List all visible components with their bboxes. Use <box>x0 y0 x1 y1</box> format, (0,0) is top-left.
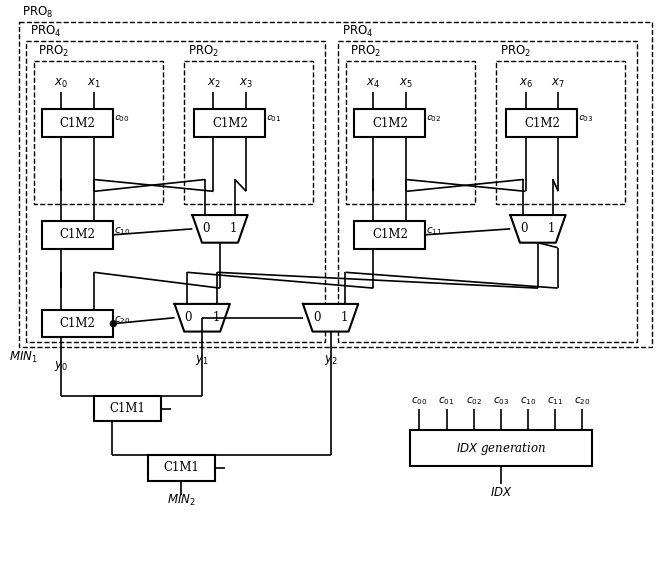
Text: 0: 0 <box>203 223 210 236</box>
Bar <box>185 61 313 204</box>
Text: $c_{11}$: $c_{11}$ <box>547 395 563 407</box>
Text: C1M2: C1M2 <box>60 228 96 241</box>
Text: $x_0$: $x_0$ <box>54 76 68 90</box>
Text: $\mathrm{PRO}_4$: $\mathrm{PRO}_4$ <box>30 24 62 40</box>
Text: 0: 0 <box>313 311 320 324</box>
Text: C1M1: C1M1 <box>109 402 145 415</box>
Text: $\mathrm{PRO}_2$: $\mathrm{PRO}_2$ <box>189 44 219 59</box>
Text: $y_0$: $y_0$ <box>54 359 68 373</box>
Bar <box>194 110 266 137</box>
Bar <box>506 110 577 137</box>
Text: $IDX$: $IDX$ <box>490 485 512 498</box>
Text: 1: 1 <box>230 223 237 236</box>
Text: $x_5$: $x_5$ <box>399 76 413 90</box>
Text: 0: 0 <box>185 311 192 324</box>
Text: C1M2: C1M2 <box>524 117 560 130</box>
Bar <box>42 310 113 337</box>
Polygon shape <box>510 215 565 243</box>
Text: $x_2$: $x_2$ <box>207 76 220 90</box>
Text: $x_4$: $x_4$ <box>367 76 381 90</box>
Text: 1: 1 <box>341 311 348 324</box>
Text: $c_{20}$: $c_{20}$ <box>114 314 130 325</box>
Text: $c_{02}$: $c_{02}$ <box>466 395 482 407</box>
Text: C1M1: C1M1 <box>163 462 199 475</box>
Bar <box>496 61 625 204</box>
Text: $\mathrm{PRO}_2$: $\mathrm{PRO}_2$ <box>500 44 531 59</box>
Text: 1: 1 <box>548 223 555 236</box>
Text: $MIN_1$: $MIN_1$ <box>9 350 38 365</box>
Text: $\mathcal{c}_{01}$: $\mathcal{c}_{01}$ <box>266 114 282 124</box>
Text: $\mathcal{c}_{00}$: $\mathcal{c}_{00}$ <box>114 114 130 124</box>
Bar <box>347 61 475 204</box>
Text: $c_{03}$: $c_{03}$ <box>492 395 509 407</box>
Text: $\mathrm{PRO}_2$: $\mathrm{PRO}_2$ <box>351 44 381 59</box>
Text: $\mathrm{PRO}_2$: $\mathrm{PRO}_2$ <box>38 44 70 59</box>
Text: $\mathcal{c}_{03}$: $\mathcal{c}_{03}$ <box>579 114 594 124</box>
Text: $\mathcal{c}_{02}$: $\mathcal{c}_{02}$ <box>426 114 442 124</box>
Text: $c_{10}$: $c_{10}$ <box>520 395 537 407</box>
Bar <box>94 396 161 421</box>
Bar <box>34 61 163 204</box>
Text: $y_1$: $y_1$ <box>195 353 209 367</box>
Text: $x_1$: $x_1$ <box>87 76 101 90</box>
Bar <box>27 41 324 342</box>
Polygon shape <box>175 304 230 332</box>
Text: $c_{01}$: $c_{01}$ <box>438 395 455 407</box>
Bar <box>355 221 425 249</box>
Text: $\mathrm{PRO}_4$: $\mathrm{PRO}_4$ <box>343 24 374 40</box>
Bar <box>148 455 215 481</box>
Text: $IDX$ generation: $IDX$ generation <box>456 440 546 457</box>
Circle shape <box>110 321 116 327</box>
Text: $c_{20}$: $c_{20}$ <box>574 395 591 407</box>
Text: C1M2: C1M2 <box>212 117 248 130</box>
Text: 0: 0 <box>520 223 528 236</box>
Bar <box>42 110 113 137</box>
Text: $x_7$: $x_7$ <box>551 76 565 90</box>
Bar <box>355 110 425 137</box>
Text: $x_3$: $x_3$ <box>240 76 253 90</box>
Text: $y_2$: $y_2$ <box>324 353 337 367</box>
Bar <box>42 221 113 249</box>
Text: $c_{11}$: $c_{11}$ <box>426 225 443 237</box>
Text: $c_{00}$: $c_{00}$ <box>411 395 427 407</box>
Bar <box>339 41 637 342</box>
Text: C1M2: C1M2 <box>372 228 407 241</box>
Bar <box>19 21 652 347</box>
Polygon shape <box>192 215 248 243</box>
Text: $\mathrm{PRO}_8$: $\mathrm{PRO}_8$ <box>23 5 54 20</box>
Polygon shape <box>303 304 358 332</box>
Text: C1M2: C1M2 <box>60 117 96 130</box>
Text: $c_{10}$: $c_{10}$ <box>114 225 130 237</box>
Text: C1M2: C1M2 <box>60 317 96 330</box>
Text: $MIN_2$: $MIN_2$ <box>167 493 196 507</box>
Text: 1: 1 <box>212 311 219 324</box>
Text: $x_6$: $x_6$ <box>518 76 533 90</box>
Bar <box>409 431 592 466</box>
Text: C1M2: C1M2 <box>372 117 407 130</box>
